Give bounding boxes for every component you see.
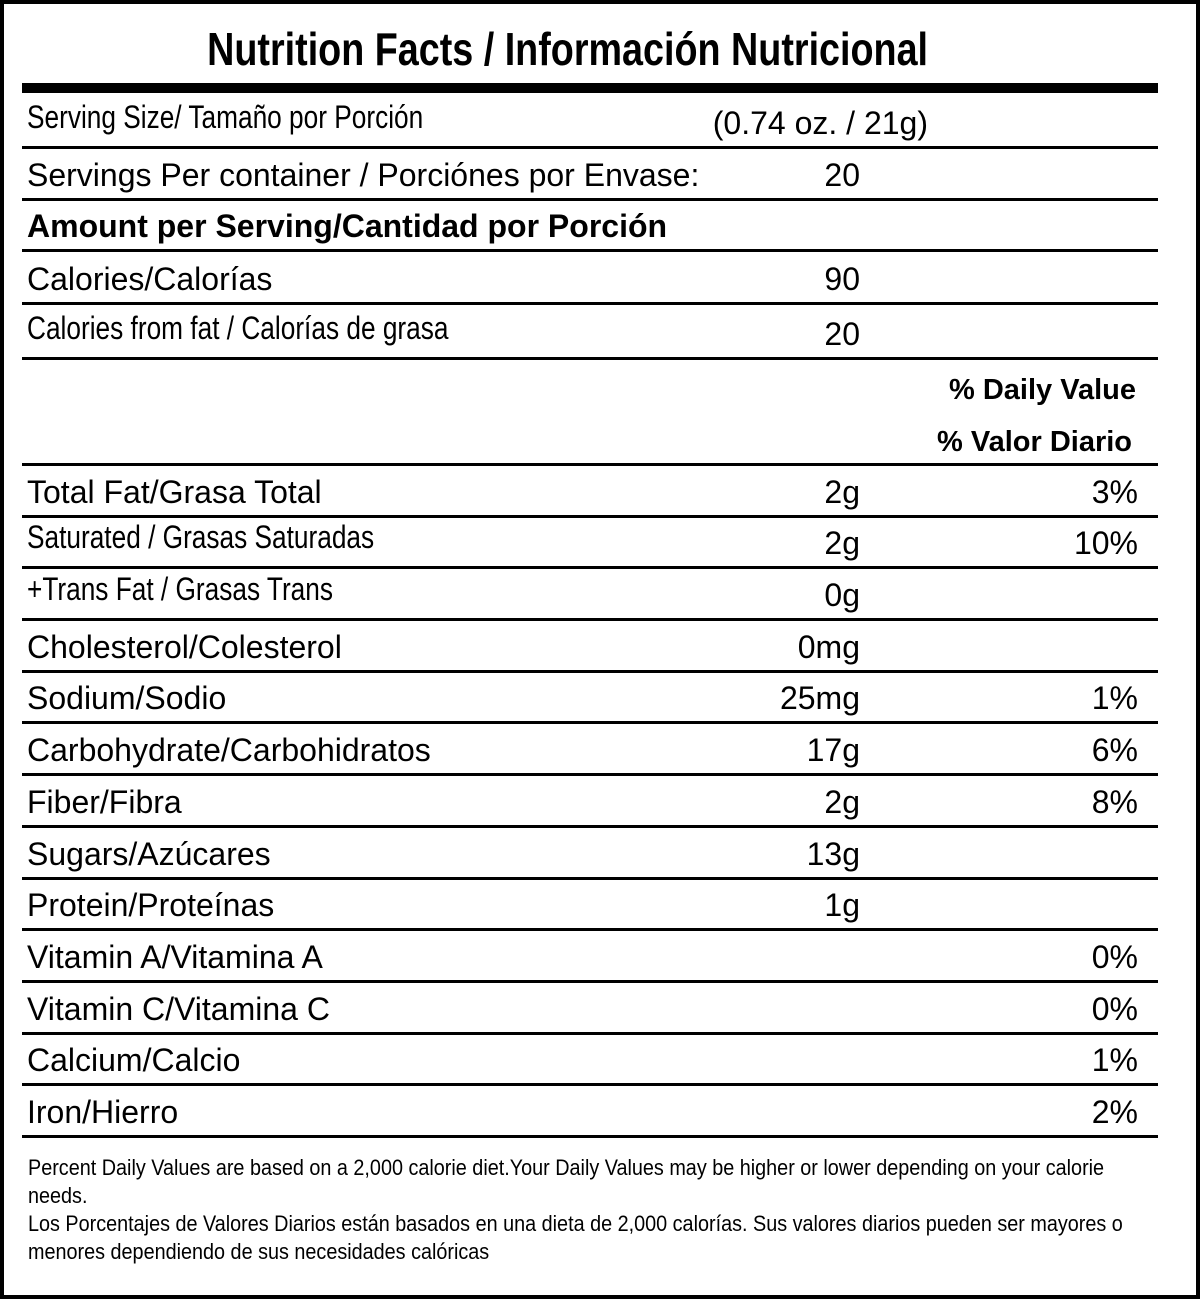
nutrient-row: Saturated / Grasas Saturadas 2g 10% <box>22 518 1158 570</box>
nutrient-row: Protein/Proteínas 1g <box>22 880 1158 932</box>
nutrient-amount: 13g <box>806 835 860 872</box>
daily-value-header-es: % Valor Diario <box>936 426 1132 458</box>
nutrient-amount: 1g <box>824 887 860 924</box>
servings-per-container-row: Servings Per container / Porciónes por E… <box>22 149 1158 201</box>
serving-size-row: Serving Size/ Tamaño por Porción (0.74 o… <box>22 93 1158 149</box>
nutrient-label: Vitamin C/Vitamina C <box>27 990 330 1027</box>
nutrient-label: Total Fat/Grasa Total <box>27 473 322 510</box>
nutrient-amount: 2g <box>824 783 860 820</box>
nutrient-amount: 0g <box>824 577 860 614</box>
nutrient-label: Fiber/Fibra <box>27 783 182 820</box>
nutrient-daily-value: 1% <box>1091 680 1138 717</box>
nutrient-row: Iron/Hierro 2% <box>22 1086 1158 1139</box>
footnote-spanish: Los Porcentajes de Valores Diarios están… <box>28 1211 1123 1264</box>
calories-from-fat-row: Calories from fat / Calorías de grasa 20 <box>22 305 1158 360</box>
nutrient-label: Saturated / Grasas Saturadas <box>27 519 375 556</box>
servings-per-container-label: Servings Per container / Porciónes por E… <box>27 157 700 193</box>
calories-row: Calories/Calorías 90 <box>22 252 1158 305</box>
amount-header-row: Amount per Serving/Cantidad por Porción <box>22 201 1158 252</box>
nutrient-row: Calcium/Calcio 1% <box>22 1035 1158 1087</box>
nutrient-daily-value: 6% <box>1091 732 1138 769</box>
calories-label: Calories/Calorías <box>27 261 273 297</box>
calories-from-fat-value: 20 <box>824 316 860 352</box>
daily-value-header-row: % Daily Value % Valor Diario <box>22 360 1158 466</box>
nutrient-label: +Trans Fat / Grasas Trans <box>27 571 333 608</box>
footnote: Percent Daily Values are based on a 2,00… <box>28 1154 1168 1266</box>
nutrient-daily-value: 8% <box>1091 783 1138 820</box>
nutrient-amount: 2g <box>824 525 860 562</box>
amount-header: Amount per Serving/Cantidad por Porción <box>27 208 668 244</box>
nutrient-daily-value: 1% <box>1091 1042 1138 1079</box>
title-divider <box>22 83 1158 93</box>
nutrient-daily-value: 2% <box>1091 1094 1138 1131</box>
nutrient-row: Carbohydrate/Carbohidratos 17g 6% <box>22 725 1158 777</box>
calories-value: 90 <box>824 261 860 297</box>
nutrient-row: Fiber/Fibra 2g 8% <box>22 776 1158 828</box>
serving-size-label: Serving Size/ Tamaño por Porción <box>27 99 424 135</box>
daily-value-header-en: % Daily Value <box>949 374 1136 406</box>
nutrient-row: Vitamin C/Vitamina C 0% <box>22 983 1158 1035</box>
nutrient-daily-value: 0% <box>1091 938 1138 975</box>
nutrient-label: Sodium/Sodio <box>27 680 227 717</box>
nutrient-row: Total Fat/Grasa Total 2g 3% <box>22 466 1158 518</box>
title-text: Nutrition Facts / Información Nutriciona… <box>207 23 929 75</box>
nutrient-label: Vitamin A/Vitamina A <box>27 938 323 975</box>
nutrient-label: Iron/Hierro <box>27 1094 179 1131</box>
nutrient-daily-value: 0% <box>1091 990 1138 1027</box>
nutrient-row: Sugars/Azúcares 13g <box>22 828 1158 880</box>
nutrient-row: Sodium/Sodio 25mg 1% <box>22 673 1158 725</box>
nutrient-row: Vitamin A/Vitamina A 0% <box>22 931 1158 983</box>
nutrient-amount: 17g <box>806 732 860 769</box>
nutrient-label: Sugars/Azúcares <box>27 835 271 872</box>
servings-per-container-value: 20 <box>824 157 860 193</box>
nutrient-label: Carbohydrate/Carbohidratos <box>27 732 431 769</box>
nutrient-daily-value: 10% <box>1073 525 1138 562</box>
nutrient-label: Protein/Proteínas <box>27 887 275 924</box>
nutrient-label: Cholesterol/Colesterol <box>27 628 342 665</box>
nutrient-row: +Trans Fat / Grasas Trans 0g <box>22 569 1158 622</box>
label-title: Nutrition Facts / Información Nutriciona… <box>0 14 1136 84</box>
nutrient-daily-value: 3% <box>1091 473 1138 510</box>
nutrient-amount: 0mg <box>797 628 860 665</box>
nutrient-label: Calcium/Calcio <box>27 1042 241 1079</box>
nutrient-amount: 25mg <box>779 680 860 717</box>
nutrient-row: Cholesterol/Colesterol 0mg <box>22 621 1158 673</box>
nutrient-amount: 2g <box>824 473 860 510</box>
calories-from-fat-label: Calories from fat / Calorías de grasa <box>27 310 449 346</box>
serving-size-value: (0.74 oz. / 21g) <box>712 105 928 141</box>
footnote-english: Percent Daily Values are based on a 2,00… <box>28 1155 1105 1208</box>
